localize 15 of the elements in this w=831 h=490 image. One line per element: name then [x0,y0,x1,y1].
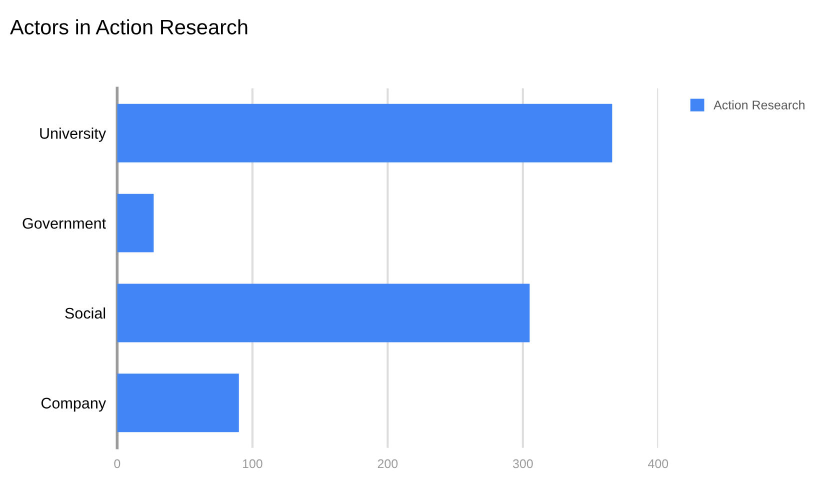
x-tick-label: 200 [378,459,398,468]
y-tick-label: Government [22,218,106,229]
y-tick-label: University [40,128,106,142]
legend-label: Action Research [714,100,804,110]
x-tick-label: 300 [512,459,533,468]
bar [117,194,154,252]
x-tick-label: 0 [114,459,120,468]
bar [117,104,612,162]
x-tick-label: 400 [648,459,668,468]
bar [117,284,530,342]
chart-title: Actors in Action Research [10,19,248,35]
y-tick-label: Company [41,398,106,412]
bar [117,374,239,432]
y-tick-label: Social [65,307,106,319]
x-tick-label: 100 [242,459,262,468]
